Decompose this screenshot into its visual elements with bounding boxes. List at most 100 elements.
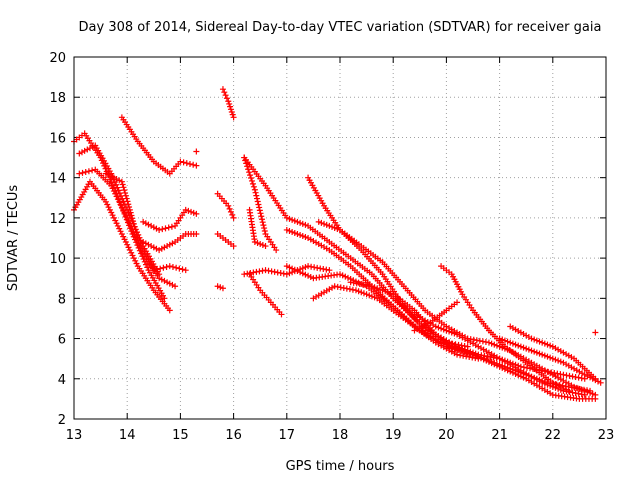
- data-point-marker: [533, 337, 540, 344]
- data-point-marker: [259, 219, 266, 226]
- data-point-marker: [291, 229, 298, 236]
- data-point-marker: [283, 214, 290, 221]
- data-point-marker: [515, 372, 522, 379]
- data-point-marker: [113, 181, 120, 188]
- data-point-marker: [150, 267, 157, 274]
- data-point-marker: [158, 245, 165, 252]
- data-point-marker: [108, 182, 115, 189]
- data-point-marker: [443, 343, 450, 350]
- data-point-marker: [229, 211, 236, 218]
- data-point-marker: [536, 338, 543, 345]
- data-point-marker: [533, 349, 540, 356]
- y-tick-label: 4: [58, 373, 66, 388]
- data-point-marker: [128, 212, 135, 219]
- data-point-marker: [222, 92, 229, 99]
- data-point-marker: [180, 159, 187, 166]
- data-point-marker: [105, 204, 112, 211]
- data-point-marker: [278, 311, 285, 318]
- x-tick-label: 16: [225, 428, 242, 443]
- data-point-marker: [116, 225, 123, 232]
- data-point-marker: [186, 160, 193, 167]
- data-point-marker: [123, 195, 130, 202]
- data-point-marker: [140, 218, 147, 225]
- data-point-marker: [176, 265, 183, 272]
- data-point-marker: [227, 103, 234, 110]
- data-point-marker: [162, 225, 169, 232]
- data-point-marker: [225, 98, 232, 105]
- data-point-marker: [122, 192, 129, 199]
- data-point-marker: [105, 171, 112, 178]
- data-point-marker: [286, 270, 293, 277]
- data-point-marker: [493, 362, 500, 369]
- data-point-marker: [363, 291, 370, 298]
- data-point-marker: [592, 329, 599, 336]
- data-point-marker: [169, 263, 176, 270]
- data-point-marker: [120, 184, 127, 191]
- data-point-marker: [360, 290, 367, 297]
- grid-layer: [74, 57, 606, 419]
- data-point-marker: [258, 213, 265, 220]
- data-point-marker: [414, 326, 421, 333]
- data-point-marker: [122, 239, 129, 246]
- data-point-marker: [81, 147, 88, 154]
- data-point-marker: [488, 340, 495, 347]
- data-point-marker: [422, 322, 429, 329]
- data-point-marker: [190, 161, 197, 168]
- data-point-marker: [158, 276, 165, 283]
- data-point-marker: [78, 149, 85, 156]
- data-point-marker: [565, 387, 572, 394]
- data-point-marker: [299, 265, 306, 272]
- series-track-30: [592, 329, 599, 336]
- data-point-marker: [251, 239, 258, 246]
- series-track-2: [71, 130, 168, 302]
- data-point-marker: [108, 209, 115, 216]
- data-point-marker: [217, 284, 224, 291]
- data-point-marker: [246, 169, 253, 176]
- data-point-marker: [228, 108, 235, 115]
- data-point-marker: [149, 264, 156, 271]
- data-point-marker: [456, 344, 463, 351]
- data-point-marker: [113, 220, 120, 227]
- data-point-marker: [134, 235, 141, 241]
- data-point-marker: [366, 292, 373, 299]
- data-point-marker: [344, 274, 351, 281]
- data-point-marker: [435, 324, 442, 331]
- data-point-marker: [419, 323, 426, 330]
- data-point-marker: [592, 375, 599, 382]
- data-point-marker: [549, 379, 556, 386]
- series-track-7: [140, 206, 200, 233]
- data-point-marker: [121, 187, 128, 194]
- data-point-marker: [256, 204, 263, 211]
- data-point-marker: [515, 342, 522, 349]
- data-point-marker: [504, 338, 511, 345]
- data-point-marker: [382, 288, 389, 295]
- series-track-29: [507, 323, 599, 382]
- data-point-marker: [182, 267, 189, 274]
- data-point-marker: [129, 215, 136, 222]
- data-point-marker: [547, 342, 554, 349]
- data-point-marker: [507, 339, 514, 346]
- data-point-marker: [168, 223, 175, 230]
- data-point-marker: [315, 218, 322, 225]
- data-point-marker: [226, 205, 233, 212]
- data-point-marker: [488, 360, 495, 367]
- data-point-marker: [262, 243, 269, 250]
- data-point-marker: [544, 353, 551, 360]
- data-point-marker: [130, 255, 137, 262]
- data-point-marker: [326, 222, 333, 229]
- data-point-marker: [247, 172, 254, 179]
- data-point-marker: [132, 257, 139, 264]
- data-point-marker: [116, 190, 123, 197]
- series-track-12: [214, 190, 237, 221]
- data-point-marker: [251, 186, 258, 193]
- data-point-marker: [501, 366, 508, 373]
- data-point-marker: [323, 221, 330, 228]
- data-point-marker: [254, 195, 261, 202]
- series-track-8: [140, 230, 200, 254]
- data-point-marker: [549, 355, 556, 362]
- data-point-marker: [305, 272, 312, 279]
- data-point-marker: [528, 347, 535, 354]
- data-point-marker: [119, 181, 126, 188]
- data-point-marker: [214, 283, 221, 290]
